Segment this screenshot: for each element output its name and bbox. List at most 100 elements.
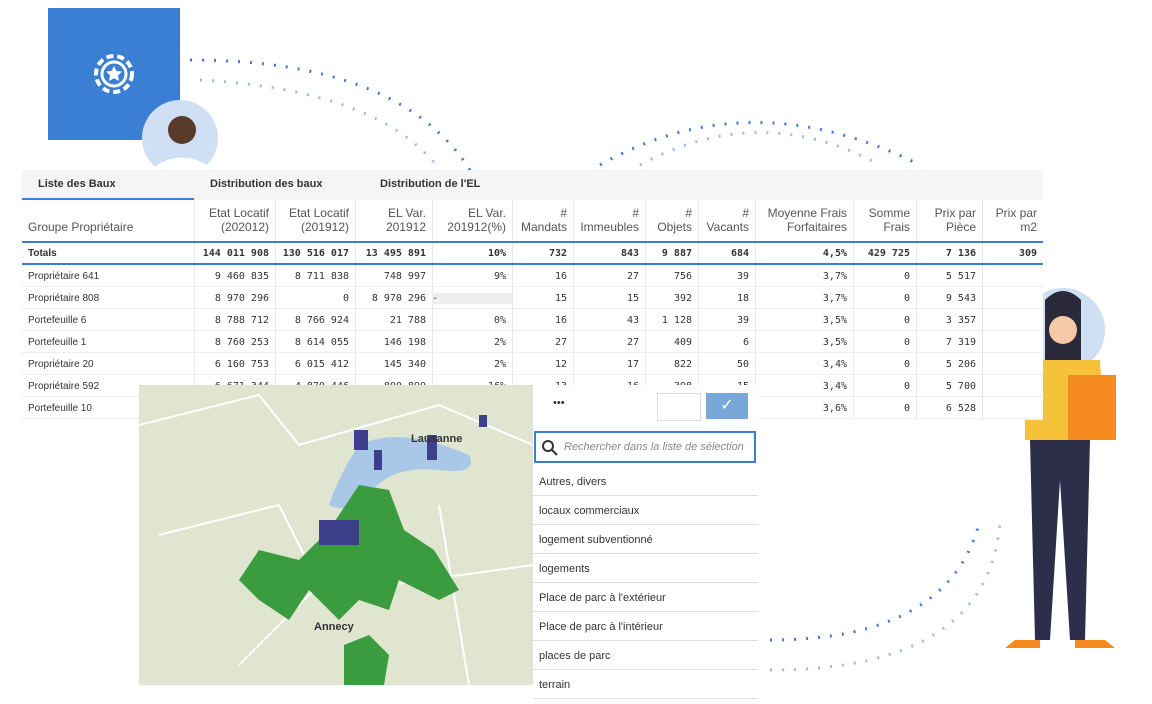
table-cell: 8 760 253 [194, 337, 275, 348]
tab[interactable]: Distribution des baux [210, 170, 360, 200]
list-item[interactable]: places de parc [533, 642, 758, 670]
table-cell: 684 [698, 248, 755, 259]
table-cell: 9% [432, 271, 512, 282]
table-cell: 6 [698, 337, 755, 348]
cancel-button[interactable] [657, 393, 701, 421]
column-header[interactable]: # Objets [645, 206, 698, 234]
table-cell: 3,5% [755, 315, 853, 326]
table-cell: 3 357 [916, 315, 982, 326]
more-button[interactable]: ••• [553, 397, 565, 409]
tab[interactable]: Liste des Baux [38, 170, 188, 200]
table-cell: 8 711 838 [275, 271, 355, 282]
data-table: Liste des Baux Distribution des baux Distr… [22, 170, 1043, 420]
column-header[interactable]: Somme Frais [853, 206, 916, 234]
confirm-button[interactable]: ✓ [706, 393, 748, 419]
table-cell: 39 [698, 271, 755, 282]
row-label: Portefeuille 1 [22, 337, 194, 348]
table-cell: 5 700 [916, 381, 982, 392]
map[interactable]: Lausanne Annecy [139, 385, 533, 685]
table-cell: 130 516 017 [275, 248, 355, 259]
table-cell: 6 160 753 [194, 359, 275, 370]
table-cell: 39 [698, 315, 755, 326]
table-cell: 3,6% [755, 403, 853, 414]
table-cell: 409 [645, 337, 698, 348]
column-header[interactable]: Prix par Pièce [916, 206, 982, 234]
tab[interactable]: Distribution de l'EL [380, 170, 530, 200]
table-cell: 17 [573, 359, 645, 370]
row-label: Propriétaire 641 [22, 271, 194, 282]
map-label: Annecy [314, 621, 355, 633]
list-item[interactable]: Place de parc à l'extérieur [533, 584, 758, 612]
table-cell: 21 788 [355, 315, 432, 326]
table-cell: 50 [698, 359, 755, 370]
column-header[interactable]: Etat Locatif (202012) [194, 206, 275, 234]
table-cell: 0 [853, 271, 916, 282]
table-cell: 145 340 [355, 359, 432, 370]
row-line [22, 286, 1043, 287]
table-cell: 1 128 [645, 315, 698, 326]
column-header[interactable]: # Immeubles [573, 206, 645, 234]
table-cell: 3,5% [755, 337, 853, 348]
search-placeholder: Rechercher dans la liste de sélection [564, 441, 744, 453]
column-divider [982, 200, 983, 420]
row-label: Propriétaire 808 [22, 293, 194, 304]
table-cell: 16 [512, 315, 573, 326]
table-cell: 7 136 [916, 248, 982, 259]
row-line [22, 330, 1043, 331]
table-cell: 0 [853, 315, 916, 326]
table-cell: - [432, 293, 512, 304]
table-cell: 8 970 296 [355, 293, 432, 304]
table-cell: 0 [853, 293, 916, 304]
column-header[interactable]: EL Var. 201912 [355, 206, 432, 234]
column-header[interactable]: Etat Locatif (201912) [275, 206, 355, 234]
table-cell: 4,5% [755, 248, 853, 259]
table-cell: 9 543 [916, 293, 982, 304]
table-cell: 429 725 [853, 248, 916, 259]
table-cell: 27 [512, 337, 573, 348]
list-item[interactable]: terrain [533, 671, 758, 699]
table-cell: 18 [698, 293, 755, 304]
list-item[interactable]: logements [533, 555, 758, 583]
table-cell: 43 [573, 315, 645, 326]
column-header[interactable]: # Vacants [698, 206, 755, 234]
row-label: Totals [22, 248, 194, 259]
list-item[interactable]: logement subventionné [533, 526, 758, 554]
table-cell: 8 766 924 [275, 315, 355, 326]
table-cell: 27 [573, 337, 645, 348]
column-header[interactable]: Prix par m2 [982, 206, 1043, 234]
table-cell: 3,7% [755, 271, 853, 282]
table-cell: 6 015 412 [275, 359, 355, 370]
table-cell: 0 [275, 293, 355, 304]
list-item[interactable]: Place de parc à l'intérieur [533, 613, 758, 641]
table-cell: 822 [645, 359, 698, 370]
table-cell: 8 788 712 [194, 315, 275, 326]
table-cell: 0 [853, 381, 916, 392]
table-cell: 732 [512, 248, 573, 259]
column-header[interactable]: # Mandats [512, 206, 573, 234]
selection-list: ••• ✓ Rechercher dans la liste de sélect… [533, 385, 758, 704]
table-cell: 146 198 [355, 337, 432, 348]
table-cell: 756 [645, 271, 698, 282]
table-cell: 15 [573, 293, 645, 304]
table-cell: 309 [982, 248, 1043, 259]
table-cell: 0 [853, 337, 916, 348]
table-cell: 392 [645, 293, 698, 304]
table-cell: 9 887 [645, 248, 698, 259]
table-cell: 5 206 [916, 359, 982, 370]
table-cell: 3,7% [755, 293, 853, 304]
table-cell: 0 [853, 359, 916, 370]
list-item[interactable]: locaux commerciaux [533, 497, 758, 525]
column-header[interactable]: Moyenne Frais Forfaitaires [755, 206, 853, 234]
table-cell: 0% [432, 315, 512, 326]
table-cell: 8 614 055 [275, 337, 355, 348]
column-header[interactable]: EL Var. 201912(%) [432, 206, 512, 234]
map-label: Lausanne [411, 433, 462, 445]
table-cell: 12 [512, 359, 573, 370]
list-item[interactable]: Autres, divers [533, 468, 758, 496]
column-header[interactable]: Groupe Propriétaire [22, 220, 194, 234]
table-cell: 15 [512, 293, 573, 304]
search-box[interactable]: Rechercher dans la liste de sélection [534, 431, 756, 463]
table-cell: 843 [573, 248, 645, 259]
table-cell: 10% [432, 248, 512, 259]
